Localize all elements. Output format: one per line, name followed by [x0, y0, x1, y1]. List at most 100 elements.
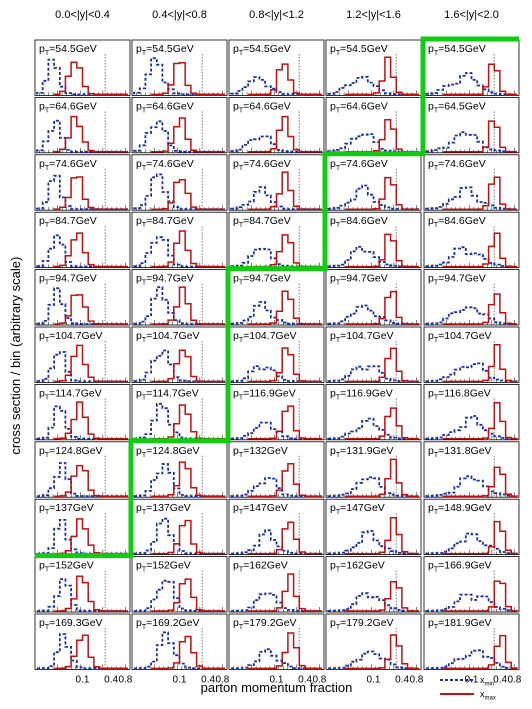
- series-xmax: [151, 117, 225, 153]
- panel: pT=94.7GeV: [34, 269, 131, 326]
- panel: pT=54.5GeV: [325, 39, 422, 96]
- panel: pT=132GeV: [228, 441, 325, 498]
- series-xmax: [151, 461, 225, 497]
- series-xmax: [248, 63, 322, 96]
- panel: pT=64.6GeV: [228, 97, 325, 154]
- x-tick-labels: 0.1 0.4 0.8 0.1 0.4 0.8 0.1 0.4 0.8 0.1 0.4 0.8 0.1 0…: [76, 674, 522, 685]
- panel-frame: [423, 269, 520, 326]
- x-axis-title: parton momentum fraction: [201, 680, 353, 695]
- panel-frame: [325, 498, 422, 556]
- x-tick-label: 0.1: [270, 674, 284, 685]
- panel: pT=74.6GeV: [423, 154, 520, 211]
- pt-label: pT=116.8GeV: [428, 387, 491, 401]
- pt-label: pT=131.9GeV: [330, 445, 394, 459]
- pt-label: pT=137GeV: [136, 502, 191, 516]
- panel-frame: [423, 441, 520, 498]
- x-tick-label: 0.8: [409, 674, 423, 685]
- series-xmax: [345, 634, 419, 670]
- series-xmin: [230, 76, 322, 96]
- series-xmax: [248, 405, 322, 440]
- series-xmax: [54, 464, 128, 497]
- x-tick-label: 0.8: [215, 674, 229, 685]
- pt-label: pT=116.9GeV: [330, 387, 393, 401]
- panel: pT=84.6GeV: [423, 211, 520, 268]
- pt-label: pT=179.2GeV: [233, 617, 297, 631]
- series-xmin: [425, 246, 517, 268]
- y-axis-title: cross section / bin (arbitrary scale): [8, 257, 23, 455]
- pt-label: pT=74.6GeV: [39, 158, 97, 172]
- pt-label: pT=147GeV: [233, 502, 288, 516]
- panel-frame: [325, 269, 422, 326]
- panel: pT=152GeV: [34, 556, 131, 613]
- pt-label: pT=74.6GeV: [330, 158, 388, 172]
- panel-frame: [34, 97, 131, 154]
- panel: pT=169.2GeV: [131, 613, 228, 670]
- series-xmax: [248, 462, 322, 497]
- pt-label: pT=162GeV: [233, 560, 288, 574]
- panel: pT=54.5GeV: [228, 39, 325, 96]
- panel-frame: [423, 97, 520, 154]
- panel-frame: [325, 211, 422, 268]
- x-tick-label: 0.4: [493, 674, 507, 685]
- series-xmin: [134, 631, 225, 670]
- pt-label: pT=169.3GeV: [39, 617, 103, 631]
- panel: pT=104.7GeV: [423, 326, 520, 383]
- series-xmin: [425, 532, 518, 555]
- pt-label: pT=104.7GeV: [428, 330, 492, 344]
- pt-label: pT=169.2GeV: [136, 617, 200, 631]
- panel-frame: [423, 326, 520, 383]
- rapidity-header: 1.6<|y|<2.0: [444, 9, 499, 21]
- panel: pT=169.3GeV: [34, 613, 131, 670]
- panel: pT=84.6GeV: [325, 211, 422, 268]
- series-xmax: [54, 344, 128, 383]
- pt-label: pT=94.7GeV: [330, 273, 388, 287]
- panel: pT=152GeV: [131, 556, 228, 613]
- pt-label: pT=84.6GeV: [428, 215, 486, 229]
- series-xmax: [151, 286, 225, 325]
- panel: pT=74.6GeV: [34, 154, 131, 211]
- x-tick-label: 0.1: [173, 674, 187, 685]
- panel: pT=74.6GeV: [228, 154, 325, 211]
- pt-label: pT=64.6GeV: [136, 100, 194, 114]
- pt-label: pT=166.9GeV: [428, 560, 492, 574]
- pt-label: pT=64.5GeV: [428, 100, 486, 114]
- pt-label: pT=114.7GeV: [39, 387, 102, 401]
- series-xmax: [345, 176, 419, 210]
- panel: pT=64.6GeV: [325, 97, 422, 154]
- series-xmax: [248, 573, 322, 612]
- series-xmin: [327, 133, 419, 153]
- series-xmax: [443, 63, 517, 96]
- panel: pT=74.6GeV: [325, 154, 422, 211]
- series-xmin: [134, 579, 225, 612]
- series-xmin: [230, 301, 322, 325]
- series-xmax: [248, 632, 322, 670]
- panel: pT=116.8GeV: [423, 383, 520, 441]
- series-xmin: [230, 477, 322, 498]
- series-xmax: [345, 580, 419, 612]
- series-xmax: [248, 347, 322, 383]
- series-xmin: [230, 186, 322, 211]
- pt-label: pT=152GeV: [39, 560, 94, 574]
- panel-frame: [325, 383, 422, 441]
- series-xmin: [327, 304, 419, 325]
- series-xmax: [54, 634, 128, 670]
- series-xmax: [345, 290, 419, 325]
- panel: pT=84.7GeV: [131, 211, 228, 268]
- panel: pT=64.6GeV: [34, 97, 131, 154]
- panel: pT=179.2GeV: [325, 613, 422, 670]
- pt-label: pT=64.6GeV: [330, 100, 388, 114]
- series-xmax: [345, 56, 419, 96]
- series-xmax: [151, 635, 225, 670]
- panel-frame: [34, 613, 131, 670]
- pt-label: pT=74.6GeV: [428, 158, 486, 172]
- pt-label: pT=124.8GeV: [136, 445, 200, 459]
- panel: pT=162GeV: [325, 556, 422, 613]
- series-xmin: [133, 517, 225, 555]
- series-xmin: [327, 417, 419, 440]
- series-xmax: [53, 61, 128, 96]
- panel: pT=137GeV: [34, 498, 131, 556]
- rapidity-header: 0.8<|y|<1.2: [249, 9, 304, 21]
- series-xmax: [54, 294, 128, 325]
- series-xmax: [53, 176, 128, 210]
